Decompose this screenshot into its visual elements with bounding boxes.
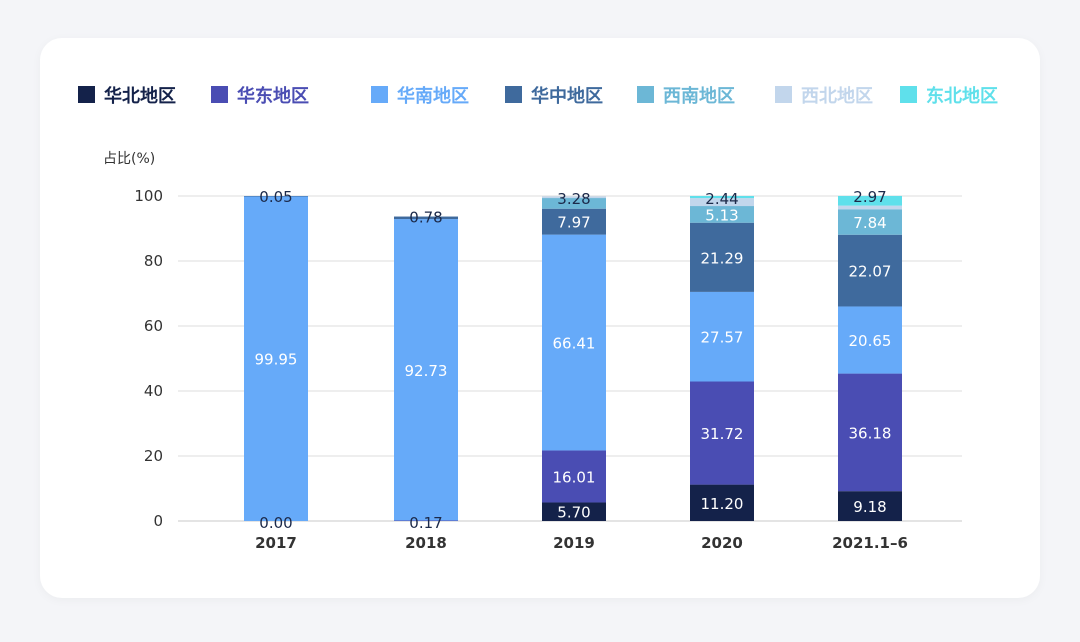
bar-3-4 [542, 208, 606, 235]
bar-4-6 [690, 198, 754, 207]
data-label-3-1: 5.70 [557, 504, 590, 522]
bar-3-5 [542, 198, 606, 209]
bar-3-1 [542, 502, 606, 521]
legend-label-5: 西南地区 [663, 85, 735, 107]
data-label-5-4: 22.07 [849, 263, 892, 281]
legend-swatch-2 [211, 86, 228, 103]
bar-4-5 [690, 206, 754, 223]
data-label-5-2: 36.18 [849, 424, 892, 442]
data-label-3-4: 7.97 [557, 214, 590, 232]
data-label-4-1: 11.20 [701, 495, 744, 513]
data-label-4-2: 31.72 [701, 425, 744, 443]
bar-5-3 [838, 306, 902, 374]
bar-4-4 [690, 222, 754, 292]
bar-5-2 [838, 373, 902, 492]
legend-swatch-1 [78, 86, 95, 103]
x-tick-3: 2019 [553, 534, 595, 552]
data-labels: 0.00 99.95 0.05 0.17 92.73 0.78 5.70 16.01 66.41… [255, 188, 892, 532]
legend-label-3: 华南地区 [397, 85, 469, 107]
bar-4-1 [690, 484, 754, 521]
x-tick-5: 2021.1–6 [832, 534, 908, 552]
data-label-4-4: 21.29 [701, 249, 744, 267]
bar-2-2 [394, 520, 458, 521]
bar-1-3 [244, 196, 308, 521]
legend-label-1: 华北地区 [104, 85, 176, 107]
legend-swatch-5 [637, 86, 654, 103]
legend-label-6: 西北地区 [801, 85, 873, 107]
bar-4-2 [690, 381, 754, 485]
x-tick-2: 2018 [405, 534, 447, 552]
bar-3-3 [542, 234, 606, 451]
data-label-5-3: 20.65 [849, 332, 892, 350]
bar-5-4 [838, 234, 902, 307]
y-tick-100: 100 [134, 187, 163, 205]
legend-swatch-3 [371, 86, 388, 103]
x-tick-4: 2020 [701, 534, 743, 552]
data-label-4-5: 5.13 [705, 206, 738, 224]
data-label-3-2: 16.01 [553, 468, 596, 486]
bar-1-4 [244, 196, 308, 197]
y-axis-ticks: 0 20 40 60 80 100 [134, 187, 163, 530]
bar-2-4 [394, 216, 458, 220]
legend-swatch-7 [900, 86, 917, 103]
y-tick-40: 40 [144, 382, 163, 400]
x-axis-ticks: 2017 2018 2019 2020 2021.1–6 [255, 534, 908, 552]
y-tick-80: 80 [144, 252, 163, 270]
data-label-1-2: 0.00 [259, 514, 292, 532]
data-label-4-3: 27.57 [701, 329, 744, 347]
bar-5-1 [838, 491, 902, 521]
bar-5-7 [838, 195, 902, 206]
data-label-2-4: 0.78 [409, 209, 442, 227]
y-tick-60: 60 [144, 317, 163, 335]
bar-5-6 [838, 205, 902, 210]
data-label-5-1: 9.18 [853, 498, 886, 516]
data-label-2-3: 92.73 [405, 362, 448, 380]
data-label-3-5: 3.28 [557, 190, 590, 208]
legend-label-4: 华中地区 [531, 85, 603, 107]
data-label-1-3: 99.95 [255, 351, 298, 369]
bar-4-7 [690, 195, 754, 199]
bar-3-2 [542, 450, 606, 503]
legend-label-2: 华东地区 [237, 85, 309, 107]
legend-label-7: 东北地区 [926, 85, 998, 107]
data-label-5-7: 2.97 [853, 188, 886, 206]
y-tick-0: 0 [153, 512, 163, 530]
bar-2-3 [394, 219, 458, 521]
legend-swatch-4 [505, 86, 522, 103]
data-label-4-6: 2.44 [705, 190, 738, 208]
legend-swatch-6 [775, 86, 792, 103]
bar-5-5 [838, 209, 902, 235]
data-label-2-2: 0.17 [409, 514, 442, 532]
bar-4-3 [690, 291, 754, 382]
y-tick-20: 20 [144, 447, 163, 465]
data-label-5-5: 7.84 [853, 214, 886, 232]
bars [244, 195, 902, 521]
x-tick-1: 2017 [255, 534, 297, 552]
bar-3-6 [542, 196, 606, 199]
legend: 华北地区 华东地区 华南地区 华中地区 西南地区 西北地区 东北地区 [78, 85, 998, 107]
y-axis-label: 占比(%) [103, 151, 155, 167]
data-label-3-3: 66.41 [553, 335, 596, 353]
data-label-1-4: 0.05 [259, 188, 292, 206]
